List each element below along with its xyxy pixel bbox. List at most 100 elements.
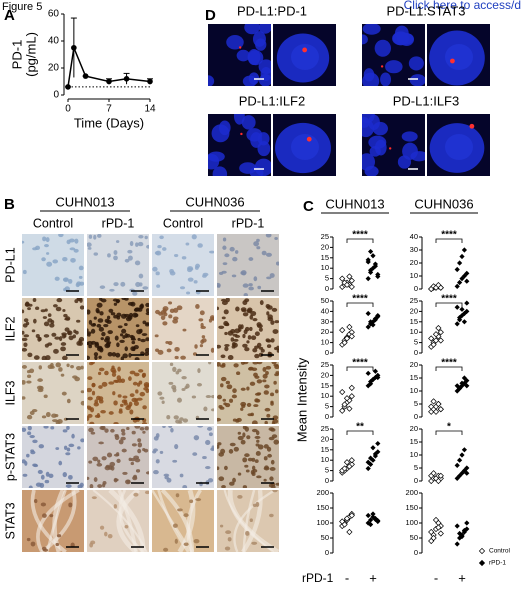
nucleus <box>80 438 84 443</box>
dot-control <box>430 470 437 477</box>
dot-rpd1 <box>461 447 467 453</box>
nucleus <box>235 306 240 312</box>
nucleus <box>127 255 133 261</box>
nucleus <box>217 306 220 311</box>
nucleus <box>113 255 118 261</box>
nucleus <box>229 481 235 486</box>
nucleus <box>362 24 381 35</box>
nucleus <box>130 457 136 462</box>
nucleus <box>35 245 41 250</box>
nucleus <box>266 446 272 452</box>
nucleus <box>219 406 225 410</box>
dot-rpd1 <box>368 248 374 255</box>
nucleus <box>111 352 117 357</box>
y-tick-label: 20 <box>321 327 329 336</box>
nucleus <box>137 448 142 454</box>
nucleus <box>396 32 414 45</box>
nucleus <box>274 237 278 240</box>
nucleus <box>168 314 173 319</box>
dot-control <box>430 398 437 405</box>
nucleus <box>273 439 279 445</box>
y-tick-label: 20 <box>410 424 418 433</box>
texture <box>45 490 67 552</box>
dot-rpd1 <box>365 459 371 465</box>
nucleus <box>122 471 128 475</box>
figure-label: Figure 5 <box>2 1 42 13</box>
nucleus <box>173 307 179 313</box>
nucleus <box>374 39 392 57</box>
nucleus <box>242 457 248 463</box>
nucleus <box>61 391 67 396</box>
nucleus <box>246 386 250 391</box>
nucleus <box>248 283 253 287</box>
nucleus <box>247 335 252 340</box>
nucleus <box>132 312 138 318</box>
y-tick-label: 60 <box>48 9 60 20</box>
nucleus <box>116 452 120 457</box>
nucleus <box>107 330 113 335</box>
link[interactable]: Click here to access/d <box>404 0 521 12</box>
nucleus <box>90 431 96 435</box>
dot-control <box>437 337 444 344</box>
dot-rpd1 <box>457 385 463 391</box>
image-bg <box>22 234 84 296</box>
signal <box>450 58 455 64</box>
nucleus <box>168 301 173 305</box>
dot-rpd1 <box>365 310 371 317</box>
nucleus <box>163 473 170 477</box>
x-mark: - <box>345 570 349 585</box>
nucleus <box>22 269 27 275</box>
nucleus <box>70 257 76 263</box>
nucleus <box>66 447 71 452</box>
nucleus <box>217 344 222 349</box>
nucleus <box>244 464 249 468</box>
nucleus <box>101 331 106 337</box>
dot-rpd1 <box>375 312 381 319</box>
nucleus <box>264 420 268 424</box>
y-tick-label: 0 <box>414 412 418 421</box>
nucleus <box>105 335 111 341</box>
nucleus <box>104 370 109 376</box>
nucleus <box>69 247 76 251</box>
x-tick-label: 0 <box>65 104 71 115</box>
nucleus <box>94 355 98 360</box>
nucleus <box>205 439 211 446</box>
nucleus <box>77 446 81 450</box>
nucleus <box>52 419 58 422</box>
fluorescence-image <box>427 24 490 86</box>
nucleus <box>162 426 166 428</box>
dot-control <box>348 277 355 284</box>
nucleus <box>63 288 67 292</box>
nucleus <box>45 355 51 360</box>
nucleus <box>88 344 93 349</box>
nucleus <box>24 461 28 466</box>
y-tick-label: 100 <box>316 518 329 527</box>
nucleus <box>218 476 225 482</box>
nucleus <box>26 374 32 379</box>
x-mark: + <box>369 570 377 585</box>
nucleus <box>76 319 81 323</box>
nucleus <box>265 365 272 370</box>
dot-rpd1 <box>372 368 378 374</box>
nucleus <box>134 307 141 312</box>
nucleus <box>236 417 242 423</box>
nucleus <box>185 242 190 246</box>
dot-control <box>343 335 351 342</box>
nucleus <box>205 466 211 470</box>
nucleus <box>223 309 229 315</box>
nucleus <box>144 426 149 431</box>
nucleus <box>52 304 58 308</box>
dot-rpd1 <box>457 473 463 479</box>
y-tick-label: 10 <box>410 271 418 280</box>
nucleus <box>66 363 70 368</box>
nucleus <box>79 305 84 310</box>
nucleus <box>131 397 138 403</box>
nucleus <box>408 56 424 71</box>
nucleus <box>246 435 251 440</box>
nucleus <box>25 301 30 307</box>
legend-label: rPD-1 <box>489 560 506 567</box>
dot-control <box>346 528 353 536</box>
nucleus <box>27 426 32 431</box>
cell-inner <box>445 134 473 160</box>
dot-rpd1 <box>372 263 378 269</box>
